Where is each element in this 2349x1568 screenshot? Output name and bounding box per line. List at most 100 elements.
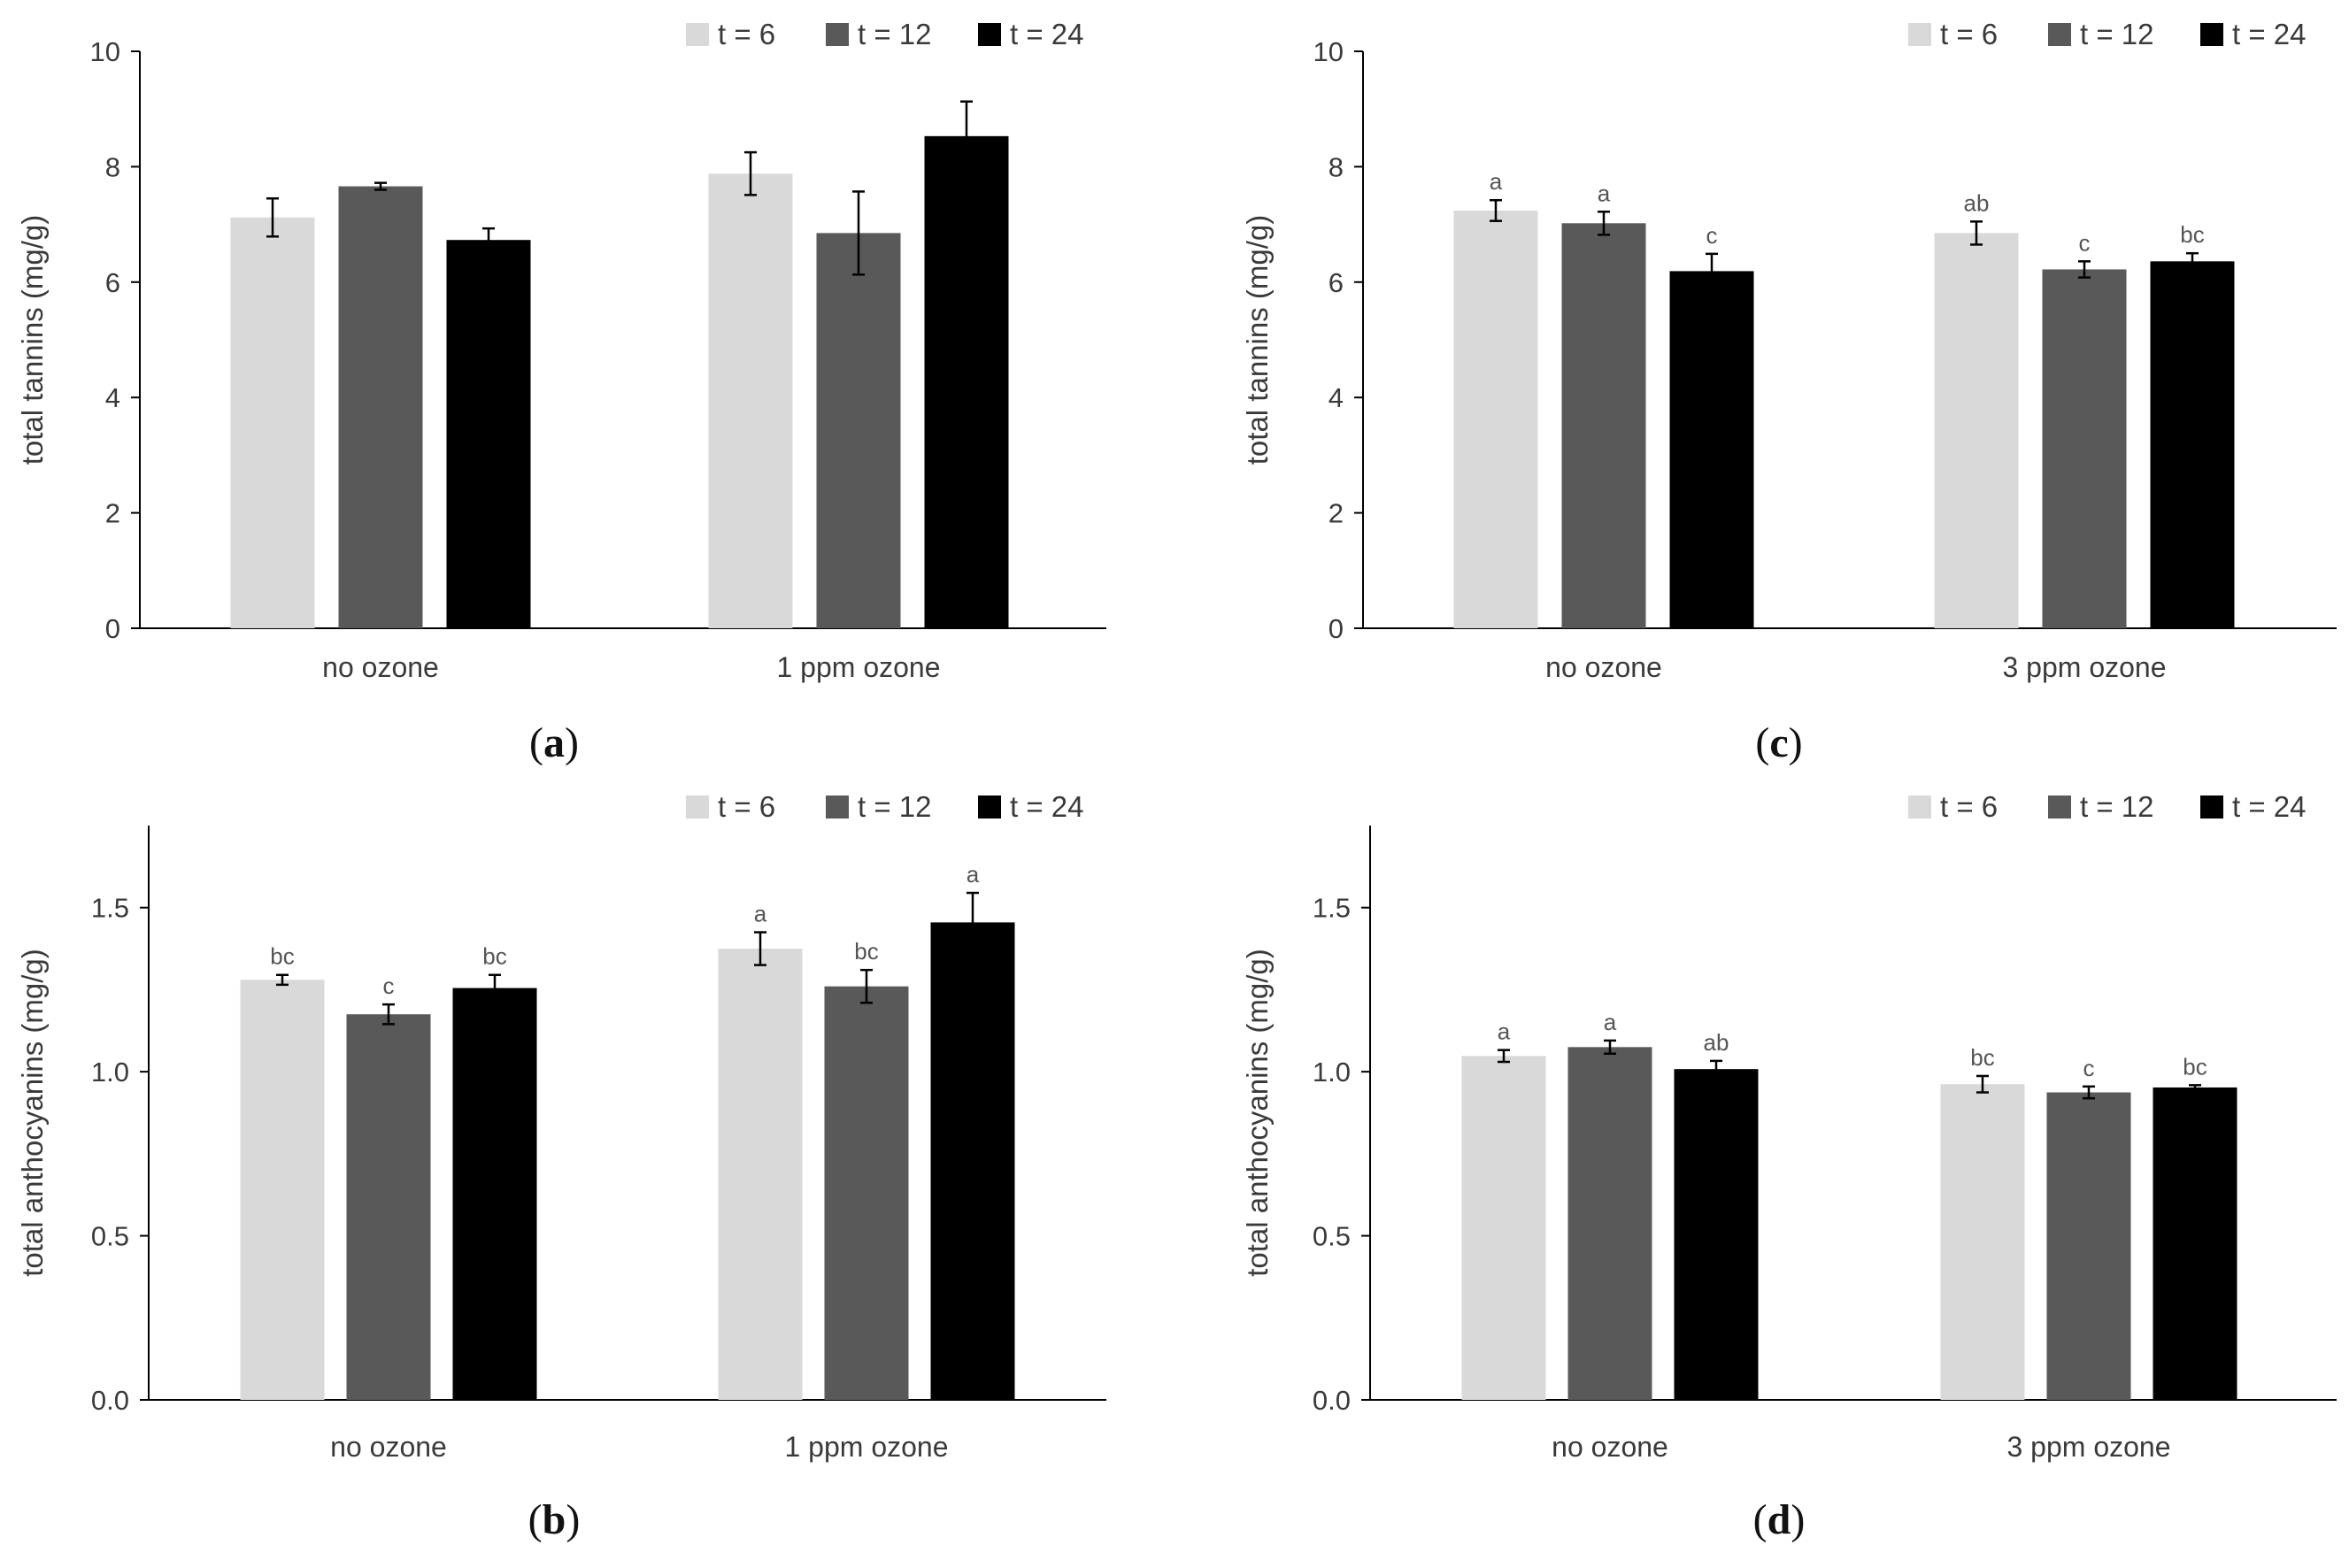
y-axis-title: total tannins (mg/g) [16, 215, 49, 465]
y-tick-label: 10 [1313, 36, 1344, 67]
chart-panel-a: 0 2 4 6 8 10 total tannins (mg/g) no ozone 1 ppm… [16, 18, 1106, 766]
legend-swatch [2200, 23, 2223, 46]
bar [930, 922, 1015, 1400]
x-category-label: 1 ppm ozone [776, 651, 940, 683]
chart-panel-c: 0 2 4 6 8 10 total tannins (mg/g) a a c no ozone ab… [1241, 18, 2337, 766]
legend-label: t = 6 [718, 790, 775, 823]
bar [240, 980, 325, 1400]
bar [338, 186, 423, 628]
bar [708, 173, 793, 628]
significance-label: bc [854, 938, 878, 965]
legend-label: t = 6 [718, 18, 775, 50]
chart-panel-d: 0.0 0.5 1.0 1.5 total anthocyanins (mg/g) a a a… [1241, 790, 2337, 1543]
y-axis-title: total tannins (mg/g) [1241, 215, 1274, 465]
legend-label: t = 24 [2232, 790, 2306, 823]
y-tick-label: 1.0 [91, 1057, 129, 1088]
y-axis-title: total anthocyanins (mg/g) [16, 949, 49, 1277]
bar [1674, 1069, 1759, 1400]
legend-swatch [686, 796, 709, 819]
bar [1934, 233, 2019, 628]
panel-label-paren: ( [1753, 1496, 1768, 1543]
legend-label: t = 24 [1010, 790, 1083, 823]
bar [1567, 1047, 1652, 1400]
y-tick-label: 6 [105, 267, 120, 298]
bar [452, 988, 537, 1400]
legend-label: t = 6 [1940, 790, 1998, 823]
y-tick-label: 10 [90, 36, 120, 67]
significance-label: bc [1970, 1044, 1994, 1071]
y-tick-label: 1.5 [91, 893, 129, 924]
legend-label: t = 24 [2232, 18, 2306, 50]
significance-label: bc [2183, 1053, 2207, 1080]
y-tick-label: 8 [105, 151, 120, 182]
y-axis-title: total anthocyanins (mg/g) [1241, 949, 1274, 1277]
bar [1453, 210, 1538, 628]
significance-label: c [383, 972, 395, 999]
y-tick-label: 0 [1329, 613, 1344, 644]
bar [718, 949, 803, 1400]
bar [446, 240, 531, 628]
x-category-label: no ozone [1545, 651, 1662, 683]
y-tick-label: 8 [1329, 151, 1344, 182]
panel-label-letter: c [1769, 719, 1788, 766]
x-category-label: 3 ppm ozone [2002, 651, 2166, 683]
y-tick-label: 2 [1329, 498, 1344, 529]
panel-label-paren: ) [1789, 719, 1803, 766]
legend-label: t = 12 [858, 18, 931, 50]
legend-swatch [826, 796, 849, 819]
significance-label: ab [1964, 189, 1990, 216]
y-tick-label: 4 [1329, 382, 1344, 413]
significance-label: c [2079, 229, 2091, 256]
bar [346, 1014, 431, 1400]
x-category-label: no ozone [1552, 1431, 1668, 1463]
chart-panel-b: 0.0 0.5 1.0 1.5 total anthocyanins (mg/g) bc c… [16, 790, 1106, 1543]
significance-label: c [2083, 1055, 2095, 1081]
legend-label: t = 12 [858, 790, 931, 823]
legend-swatch [2048, 796, 2071, 819]
panel-label: (b) [528, 1496, 581, 1543]
legend-label: t = 24 [1010, 18, 1083, 50]
panel-label-letter: d [1768, 1496, 1791, 1543]
bar [816, 233, 901, 628]
legend-label: t = 12 [2080, 790, 2153, 823]
significance-label: bc [270, 943, 294, 970]
panel-label: (a) [529, 719, 579, 766]
bar [2150, 261, 2235, 628]
bar [2153, 1087, 2237, 1400]
legend-swatch [978, 796, 1001, 819]
y-tick-label: 2 [105, 498, 120, 529]
panel-label-paren: ) [566, 1496, 580, 1543]
panel-label-paren: ( [529, 719, 543, 766]
bar [1669, 271, 1754, 628]
panel-label: (c) [1755, 719, 1802, 766]
bar [1940, 1084, 2025, 1400]
x-category-label: no ozone [330, 1431, 447, 1463]
y-tick-label: 4 [105, 382, 120, 413]
panel-label-paren: ( [1755, 719, 1769, 766]
legend-swatch [1908, 23, 1931, 46]
bar [924, 135, 1009, 628]
x-category-label: 3 ppm ozone [2006, 1431, 2170, 1463]
x-category-label: no ozone [322, 651, 439, 683]
y-tick-label: 0.5 [1313, 1221, 1351, 1252]
significance-label: a [754, 901, 767, 927]
significance-label: a [1598, 180, 1611, 206]
y-tick-label: 0 [105, 613, 120, 644]
legend-swatch [2048, 23, 2071, 46]
significance-label: bc [482, 943, 506, 970]
panel-label-paren: ) [565, 719, 579, 766]
y-tick-label: 1.5 [1313, 893, 1351, 924]
bar [1461, 1056, 1546, 1400]
significance-label: ab [1704, 1029, 1729, 1056]
y-tick-label: 0.0 [91, 1385, 129, 1416]
panel-label: (d) [1753, 1496, 1806, 1543]
panel-label-paren: ( [528, 1496, 543, 1543]
panel-label-letter: b [543, 1496, 566, 1543]
legend-swatch [826, 23, 849, 46]
y-tick-label: 0.0 [1313, 1385, 1351, 1416]
x-category-label: 1 ppm ozone [784, 1431, 948, 1463]
legend-swatch [1908, 796, 1931, 819]
y-tick-label: 6 [1329, 267, 1344, 298]
significance-label: a [1498, 1018, 1511, 1045]
significance-label: a [1490, 168, 1503, 195]
